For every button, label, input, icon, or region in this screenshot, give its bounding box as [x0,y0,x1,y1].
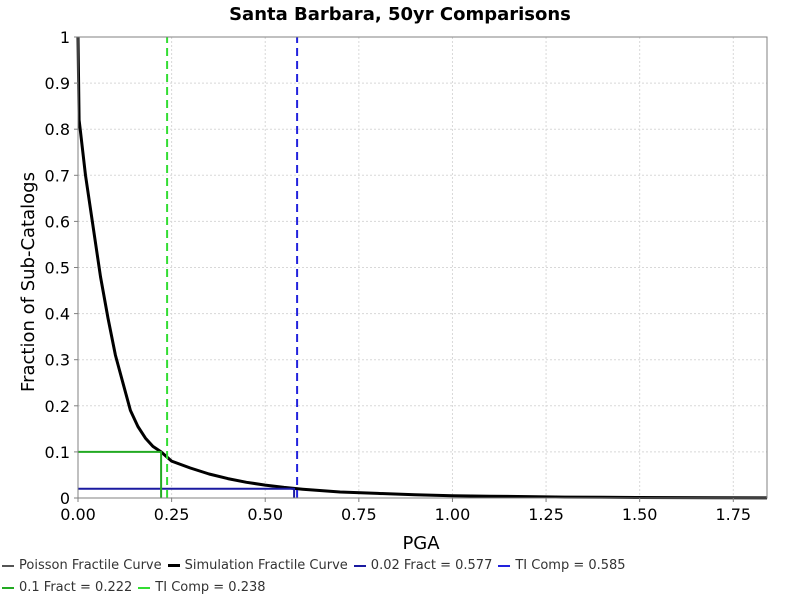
legend-swatch [2,586,14,589]
legend-label: Poisson Fractile Curve [19,558,162,573]
legend-label: 0.1 Fract = 0.222 [19,580,133,595]
plot-border [77,36,768,499]
legend-item: 0.02 Fract = 0.577 [353,558,493,573]
x-tick-label: 1.75 [715,505,751,524]
y-tick-label: 0.8 [45,120,70,139]
series-line-1 [76,36,768,500]
x-tick-label: 0.00 [60,505,96,524]
y-tick-label: 0.4 [45,305,70,324]
legend-item: TI Comp = 0.585 [498,558,626,573]
legend: Poisson Fractile Curve Simulation Fractil… [0,556,800,600]
legend-label: TI Comp = 0.238 [155,580,266,595]
y-tick-label: 0.6 [45,212,70,231]
legend-item: Simulation Fractile Curve [167,558,348,573]
series-layer [76,36,768,500]
x-tick-label: 1.50 [622,505,658,524]
x-tick-label: 1.00 [435,505,471,524]
legend-label: TI Comp = 0.585 [515,558,626,573]
chart-canvas: Santa Barbara, 50yr Comparisons 00.10.20… [18,4,768,554]
legend-swatch [138,586,151,589]
legend-row: 0.1 Fract = 0.222 TI Comp = 0.238 [2,580,272,595]
legend-swatch [353,564,366,567]
legend-row: Poisson Fractile Curve Simulation Fractil… [2,558,632,573]
x-tick-label: 0.25 [154,505,190,524]
axes: 0 0.1 0.2 0.3 0.4 0.5 0.6 0.7 0.8 0.9 1 0.00 0.25 0.5… [45,28,768,524]
legend-label: 0.02 Fract = 0.577 [370,558,493,573]
legend-item: Poisson Fractile Curve [2,558,162,573]
y-tick-label: 1 [60,28,70,47]
legend-swatch [167,564,180,567]
y-axis-label: Fraction of Sub-Catalogs [18,172,39,392]
series-line-4 [78,450,163,498]
legend-item: TI Comp = 0.238 [138,580,266,595]
legend-swatch [2,564,14,567]
x-tick-label: 0.50 [247,505,283,524]
y-tick-label: 0.3 [45,351,70,370]
y-tick-label: 0 [60,489,70,508]
y-tick-label: 0.2 [45,397,70,416]
chart-title: Santa Barbara, 50yr Comparisons [229,4,571,25]
series-line-2 [78,487,296,498]
legend-item: 0.1 Fract = 0.222 [2,580,132,595]
y-tick-label: 0.1 [45,443,70,462]
y-tick-label: 0.7 [45,166,70,185]
x-axis-label: PGA [402,533,440,554]
x-tick-label: 0.75 [341,505,377,524]
legend-label: Simulation Fractile Curve [184,558,348,573]
y-tick-label: 0.5 [45,259,70,278]
legend-swatch [498,564,511,567]
y-tick-label: 0.9 [45,74,70,93]
x-tick-label: 1.25 [528,505,564,524]
